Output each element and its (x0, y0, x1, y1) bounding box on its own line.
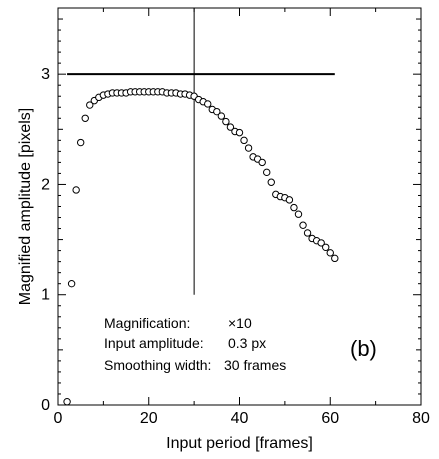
data-point (331, 254, 339, 263)
x-tick-label: 60 (321, 410, 339, 427)
data-point (326, 249, 334, 257)
data-point (76, 138, 85, 147)
reference-layer (67, 8, 335, 295)
annotation-value-input-amplitude: 0.3 px (228, 335, 266, 351)
data-point (222, 117, 230, 126)
data-point (263, 168, 271, 177)
data-point (67, 279, 76, 288)
data-point (81, 114, 89, 122)
annotation-label-input-amplitude: Input amplitude: (104, 335, 204, 351)
data-point (294, 210, 303, 218)
y-tick-label: 1 (41, 287, 50, 304)
x-tick-label: 40 (231, 410, 249, 427)
data-point (204, 100, 212, 108)
data-point (285, 196, 294, 204)
data-point (317, 239, 325, 247)
x-axis: 0 20 40 60 80 (54, 8, 430, 427)
data-point (299, 221, 307, 229)
data-point (303, 229, 312, 237)
points-layer (63, 88, 339, 406)
y-tick-label: 2 (41, 176, 50, 193)
annotation-value-smoothing-width: 30 frames (224, 357, 286, 373)
data-point (63, 397, 71, 406)
annotation-label-magnification: Magnification: (104, 315, 190, 331)
data-point (240, 136, 248, 145)
data-point (244, 144, 253, 152)
annotation-label-smoothing-width: Smoothing width: (104, 357, 211, 373)
data-point (86, 101, 94, 109)
x-tick-label: 20 (140, 410, 158, 427)
data-point (258, 158, 266, 167)
data-point (213, 107, 221, 116)
y-axis-label: Magnified amplitude [pixels] (17, 108, 34, 305)
x-axis-label: Input period [frames] (166, 435, 313, 452)
data-point (235, 128, 244, 137)
y-tick-label: 3 (41, 66, 50, 83)
data-point (322, 243, 330, 252)
panel-label: (b) (350, 336, 377, 361)
y-axis: 0 1 2 3 (41, 18, 421, 414)
data-point (267, 178, 275, 186)
data-point (217, 112, 226, 120)
x-tick-label: 0 (54, 410, 63, 427)
data-point (72, 186, 80, 194)
data-point (226, 123, 235, 131)
y-tick-label: 0 (41, 397, 50, 414)
data-point (290, 203, 298, 212)
x-tick-label: 80 (412, 410, 430, 427)
annotation-value-magnification: ×10 (228, 315, 252, 331)
